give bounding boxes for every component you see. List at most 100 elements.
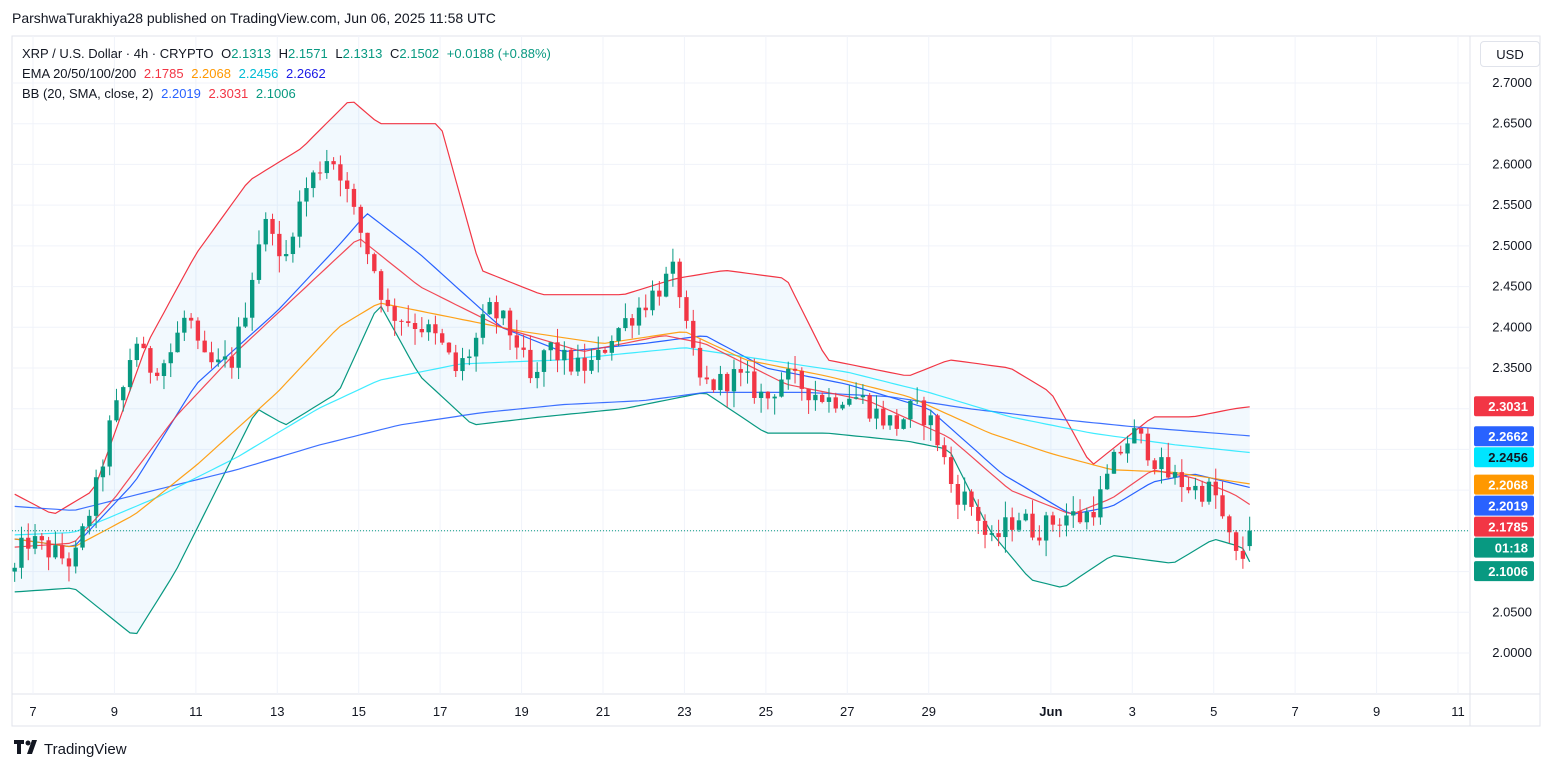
candle-body (453, 352, 458, 372)
candle-body (874, 408, 879, 419)
price-label-text: 2.2456 (1488, 450, 1528, 465)
chart-legend[interactable]: XRP / U.S. Dollar · 4h · CRYPTO O2.1313 … (22, 44, 551, 104)
candle-body (833, 397, 838, 409)
candle-body (1064, 515, 1069, 526)
candle-body (87, 515, 92, 527)
candle-body (935, 415, 940, 446)
candle-body (351, 188, 357, 207)
candle-body (331, 161, 336, 165)
candle-body (813, 394, 818, 401)
price-label-box (1474, 495, 1534, 516)
candle-body (738, 369, 743, 373)
high-label: H (278, 46, 288, 61)
candle-body (535, 371, 540, 379)
candle-body (501, 310, 506, 319)
candle-body (704, 377, 709, 380)
ema-indicator-label[interactable]: EMA 20/50/100/200 (22, 66, 137, 81)
candle-body (202, 340, 207, 353)
price-tick-label: 2.6500 (1492, 116, 1532, 131)
candle-body (127, 360, 133, 388)
candle-body (473, 337, 479, 357)
time-tick-label: 21 (596, 704, 610, 719)
candle-body (365, 232, 370, 255)
price-axis[interactable]: 2.7000 2.6500 2.6000 2.5500 2.5000 2.4500 2.40… (1492, 75, 1532, 660)
price-label-text: 2.1785 (1488, 520, 1528, 535)
currency-button[interactable]: USD (1480, 41, 1540, 67)
candle-body (894, 415, 899, 429)
time-tick-label: 5 (1210, 704, 1217, 719)
chart-border (11, 35, 1541, 727)
legend-symbol-row[interactable]: XRP / U.S. Dollar · 4h · CRYPTO O2.1313 … (22, 44, 551, 64)
candle-body (1179, 472, 1184, 488)
tradingview-brand: TradingView (44, 740, 127, 758)
candle-body (53, 545, 58, 558)
candle-body (1057, 524, 1062, 526)
candle-body (141, 343, 146, 349)
candle-body (317, 172, 323, 174)
candle-body (948, 457, 954, 485)
bb-basis-value: 2.2019 (161, 86, 201, 101)
candle-body (155, 372, 160, 377)
candle-body (433, 324, 438, 334)
price-tick-label: 2.4000 (1492, 319, 1532, 334)
candle-body (568, 349, 574, 372)
candle-body (216, 359, 221, 363)
candle-body (575, 357, 581, 372)
candle-body (989, 533, 994, 535)
candle-body (121, 387, 126, 401)
candle-body (263, 218, 268, 245)
candle-body (962, 491, 967, 505)
legend-ema-row[interactable]: EMA 20/50/100/200 2.1785 2.2068 2.2456 2… (22, 64, 551, 84)
price-tick-label: 2.0000 (1492, 645, 1532, 660)
candle-body (134, 343, 139, 361)
bb-indicator-label[interactable]: BB (20, SMA, close, 2) (22, 86, 154, 101)
candle-body (745, 371, 750, 373)
price-label-box (1474, 426, 1534, 447)
candle-body (1220, 495, 1225, 517)
candle-body (630, 318, 635, 326)
ema20-line (14, 238, 1251, 548)
candle-body (881, 408, 886, 426)
time-axis[interactable]: 7 9 11 13 15 17 19 21 23 25 27 29 Jun 3 5 7 9 11 (29, 704, 1464, 719)
ema50-value: 2.2068 (191, 66, 231, 81)
candle-body (969, 491, 974, 507)
high-value: 2.1571 (287, 46, 328, 61)
legend-bb-row[interactable]: BB (20, SMA, close, 2) 2.2019 2.3031 2.1… (22, 84, 551, 104)
low-label: L (335, 46, 343, 61)
close-value: 2.1502 (399, 46, 440, 61)
time-tick-label: 7 (1292, 704, 1299, 719)
candle-body (677, 261, 682, 298)
candle-body (1050, 515, 1056, 525)
candle-body (514, 335, 519, 348)
candle-body (222, 356, 228, 360)
candle-body (26, 537, 31, 549)
candle-body (623, 318, 628, 329)
bb-basis-line (14, 213, 1250, 548)
price-tick-label: 2.0500 (1492, 604, 1532, 619)
candle-body (494, 302, 499, 319)
low-value: 2.1313 (342, 46, 383, 61)
candle-body (725, 373, 730, 392)
price-tick-label: 2.6000 (1492, 156, 1532, 171)
candle-body (256, 244, 262, 280)
candle-body (1118, 451, 1123, 454)
price-label-bb-basis: 2.2019 (1474, 495, 1534, 516)
candle-body (399, 320, 404, 322)
tradingview-logo[interactable]: TradingView (14, 740, 127, 758)
candle-body (847, 398, 852, 405)
time-tick-label: 29 (921, 704, 935, 719)
candle-body (1206, 481, 1212, 502)
candle-body (507, 310, 513, 336)
symbol-name[interactable]: XRP / U.S. Dollar · 4h · CRYPTO (22, 46, 214, 61)
candle-body (1233, 532, 1239, 551)
time-tick-label: 11 (1451, 704, 1465, 719)
price-label-box (1474, 561, 1534, 582)
candle-body (976, 506, 981, 521)
candle-body (1071, 511, 1076, 516)
price-tick-label: 2.3500 (1492, 360, 1532, 375)
time-tick-label: 23 (677, 704, 691, 719)
candle-body (887, 415, 893, 426)
price-label-box (1474, 447, 1534, 468)
candle-body (1213, 481, 1218, 496)
